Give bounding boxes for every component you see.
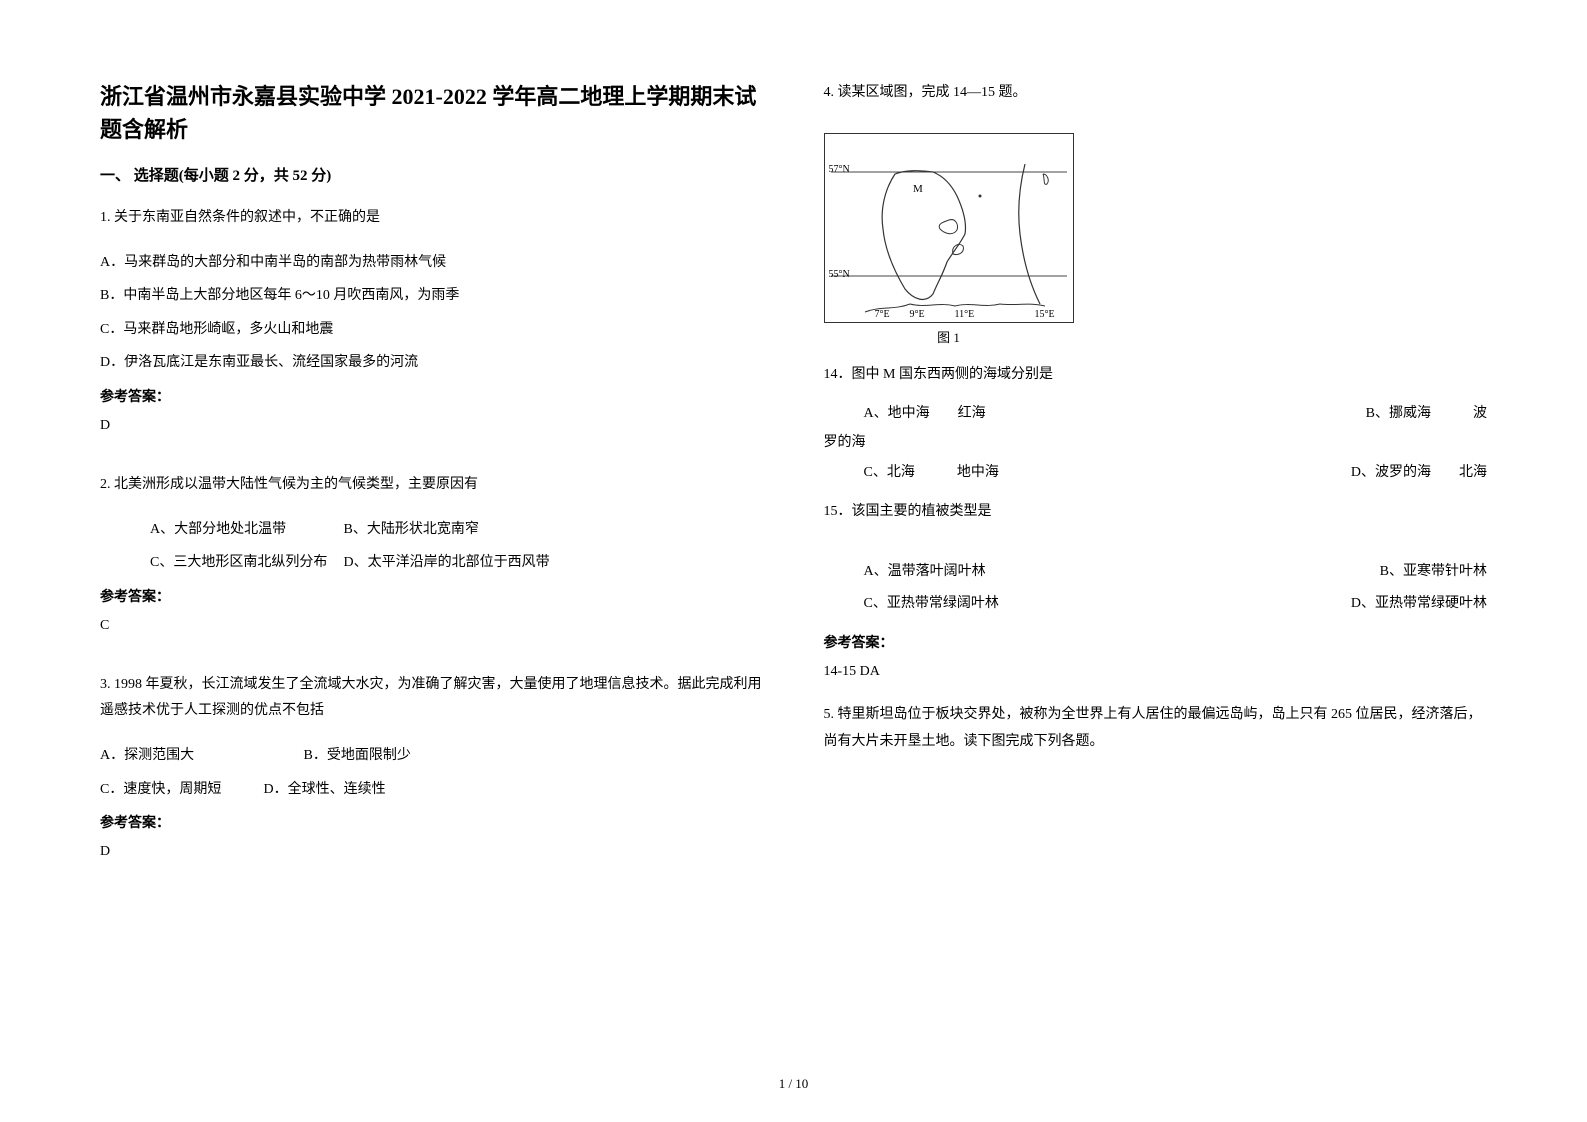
q4-s15b: B、亚寒带针叶林 — [1380, 556, 1487, 588]
q1-option-d: D．伊洛瓦底江是东南亚最长、流经国家最多的河流 — [100, 346, 764, 380]
q3-option-b: B．受地面限制少 — [304, 739, 411, 773]
q4-s14d: D、波罗的海 北海 — [1351, 457, 1487, 489]
q4-s14b-wrap: 罗的海 — [824, 430, 1488, 457]
q3-options-cd: C．速度快，周期短 D．全球性、连续性 — [100, 773, 764, 807]
section-header: 一、 选择题(每小题 2 分，共 52 分) — [100, 164, 764, 185]
q4-s14c: C、北海 地中海 — [824, 457, 999, 489]
q2-stem: 2. 北美洲形成以温带大陆性气候为主的气候类型，主要原因有 — [100, 472, 764, 499]
map-lon3: 11°E — [955, 309, 975, 320]
q2-options-ab: A、大部分地处北温带 B、大陆形状北宽南窄 — [100, 513, 764, 547]
q1-answer: D — [100, 412, 764, 440]
question-3: 3. 1998 年夏秋，长江流域发生了全流域大水灾，为准确了解灾害，大量使用了地… — [100, 672, 764, 874]
map-lat-bot: 55°N — [829, 269, 850, 280]
q1-answer-label: 参考答案： — [100, 384, 764, 412]
q4-sub14: 14．图中 M 国东西两侧的海域分别是 — [824, 362, 1488, 389]
map-lon1: 7°E — [875, 309, 890, 320]
q2-option-b: B、大陆形状北宽南窄 — [344, 513, 479, 547]
q4-s14a: A、地中海 红海 — [824, 398, 986, 430]
page-number: 1 / 10 — [779, 1076, 809, 1092]
question-2: 2. 北美洲形成以温带大陆性气候为主的气候类型，主要原因有 A、大部分地处北温带… — [100, 472, 764, 648]
q5-stem: 5. 特里斯坦岛位于板块交界处，被称为全世界上有人居住的最偏远岛屿，岛上只有 2… — [824, 702, 1488, 755]
q2-option-c: C、三大地形区南北纵列分布 — [150, 546, 340, 580]
q2-option-d: D、太平洋沿岸的北部位于西风带 — [344, 546, 550, 580]
q3-answer-label: 参考答案： — [100, 810, 764, 838]
q4-answer: 14-15 DA — [824, 658, 1488, 686]
q4-s15-row2: C、亚热带常绿阔叶林 D、亚热带常绿硬叶林 — [824, 588, 1488, 620]
q1-stem: 1. 关于东南亚自然条件的叙述中，不正确的是 — [100, 205, 764, 232]
map-svg: M — [825, 134, 1073, 322]
q4-sub15: 15．该国主要的植被类型是 — [824, 499, 1488, 526]
map-lon4: 15°E — [1035, 309, 1055, 320]
map-caption: 图 1 — [824, 327, 1074, 346]
q4-s15c: C、亚热带常绿阔叶林 — [824, 588, 999, 620]
q4-s14b: B、挪威海 波 — [1366, 398, 1487, 430]
map-m-label: M — [913, 183, 923, 195]
q3-answer: D — [100, 838, 764, 866]
q4-s14-row1: A、地中海 红海 B、挪威海 波 — [824, 398, 1488, 430]
q4-s15a: A、温带落叶阔叶林 — [824, 556, 986, 588]
q4-s15-row1: A、温带落叶阔叶林 B、亚寒带针叶林 — [824, 556, 1488, 588]
question-1: 1. 关于东南亚自然条件的叙述中，不正确的是 A．马来群岛的大部分和中南半岛的南… — [100, 205, 764, 448]
map-figure: M 57°N 55°N 7°E 9°E 11°E 15°E — [824, 133, 1074, 323]
q2-options-cd: C、三大地形区南北纵列分布 D、太平洋沿岸的北部位于西风带 — [100, 546, 764, 580]
q2-option-a: A、大部分地处北温带 — [150, 513, 340, 547]
q3-option-c: C．速度快，周期短 — [100, 773, 260, 807]
q3-option-a: A．探测范围大 — [100, 739, 300, 773]
q2-answer-label: 参考答案： — [100, 584, 764, 612]
q2-answer: C — [100, 612, 764, 640]
q1-option-b: B．中南半岛上大部分地区每年 6～10 月吹西南风，为雨季 — [100, 279, 764, 313]
q4-s15d: D、亚热带常绿硬叶林 — [1351, 588, 1487, 620]
document-title: 浙江省温州市永嘉县实验中学 2021-2022 学年高二地理上学期期末试题含解析 — [100, 80, 764, 146]
right-column: 4. 读某区域图，完成 14—15 题。 M 57°N 5 — [824, 80, 1488, 1040]
q4-s14-row2: C、北海 地中海 D、波罗的海 北海 — [824, 457, 1488, 489]
q4-answer-label: 参考答案： — [824, 630, 1488, 658]
q3-option-d: D．全球性、连续性 — [264, 773, 386, 807]
q4-stem: 4. 读某区域图，完成 14—15 题。 — [824, 80, 1488, 107]
map-lat-top: 57°N — [829, 164, 850, 175]
left-column: 浙江省温州市永嘉县实验中学 2021-2022 学年高二地理上学期期末试题含解析… — [100, 80, 764, 1040]
q1-option-a: A．马来群岛的大部分和中南半岛的南部为热带雨林气候 — [100, 246, 764, 280]
q3-options-ab: A．探测范围大 B．受地面限制少 — [100, 739, 764, 773]
q3-stem: 3. 1998 年夏秋，长江流域发生了全流域大水灾，为准确了解灾害，大量使用了地… — [100, 672, 764, 725]
map-lon2: 9°E — [910, 309, 925, 320]
q1-option-c: C．马来群岛地形崎岖，多火山和地震 — [100, 313, 764, 347]
